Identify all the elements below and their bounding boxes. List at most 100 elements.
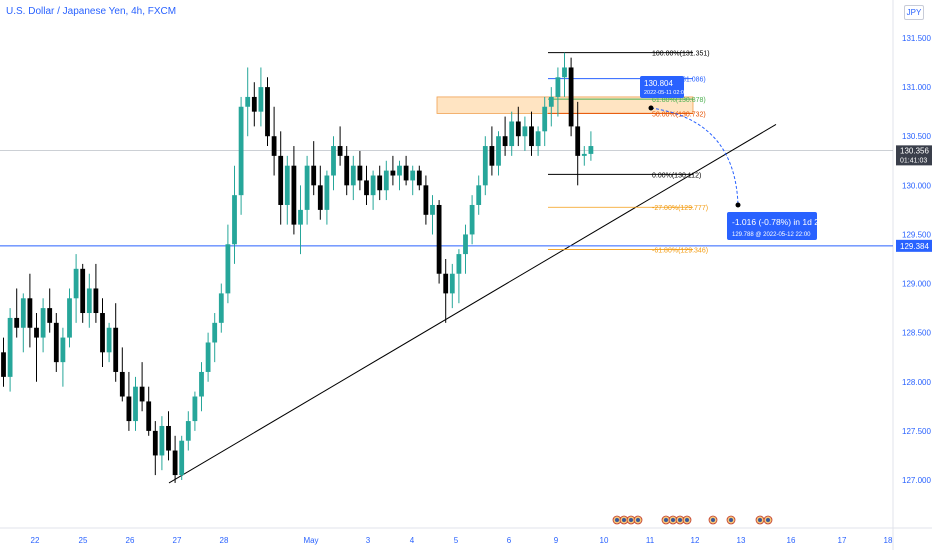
candle-body — [232, 195, 237, 245]
candle-body — [245, 96, 251, 107]
candle-body — [298, 209, 303, 225]
candle-body — [377, 175, 383, 191]
candle-body — [562, 67, 567, 78]
candle-body — [357, 165, 363, 181]
candle-body — [73, 268, 79, 299]
date-tick-label: 22 — [31, 536, 40, 545]
candle-body — [159, 425, 165, 456]
calendar-flag-icon — [755, 515, 765, 525]
calendar-flag-icon — [633, 515, 643, 525]
candle-body — [100, 313, 105, 353]
candle-body — [126, 396, 132, 422]
candle-body — [27, 298, 33, 328]
fib-level-label: -61.80%(129.346) — [652, 248, 708, 255]
chart-symbol-title: U.S. Dollar / Japanese Yen, 4h, FXCM — [6, 6, 177, 17]
candle-body — [113, 327, 119, 372]
currency-button[interactable]: JPY — [904, 5, 924, 20]
horizontal-line-badge — [896, 239, 932, 252]
date-tick-label: 18 — [884, 536, 893, 545]
candle-body — [430, 204, 435, 215]
candle-body — [304, 165, 310, 210]
date-tick-label: 9 — [554, 536, 559, 545]
candle-body — [34, 327, 39, 338]
projection-change: -1.016 (-0.78%) in 1d 20h — [732, 217, 829, 227]
price-tick-label: 128.000 — [902, 378, 931, 387]
price-tick-label: 128.500 — [902, 329, 931, 338]
date-tick-label: May — [303, 536, 318, 545]
event-icon-center — [629, 518, 633, 522]
candle-body — [152, 430, 158, 456]
candle-body — [324, 175, 330, 210]
event-icon-center — [664, 518, 668, 522]
candle-body — [383, 170, 389, 191]
event-icons — [612, 515, 773, 525]
candle-body — [463, 234, 468, 255]
event-icon-center — [685, 518, 689, 522]
candle-body — [542, 106, 548, 132]
candle-body — [80, 268, 86, 314]
candle-body — [364, 180, 369, 196]
candle-body — [251, 96, 257, 112]
candle-body — [403, 165, 409, 181]
candle-body — [166, 425, 171, 451]
candle-body — [397, 165, 402, 176]
price-tick-label: 131.000 — [902, 83, 931, 92]
candle-body — [449, 273, 455, 294]
candle-body — [93, 288, 99, 314]
price-tick-label: 129.500 — [902, 230, 931, 239]
fib-level-label: 50.00%(130.732) — [652, 111, 706, 118]
date-tick-label: 11 — [646, 536, 655, 545]
price-tick-label: 129.000 — [902, 280, 931, 289]
candle-body — [476, 185, 482, 205]
candle-body — [489, 146, 495, 166]
projection-target: 129.788 @ 2022-05-12 22:00 — [732, 232, 811, 238]
candle-body — [515, 121, 521, 137]
candle-body — [212, 322, 218, 343]
candle-body — [469, 204, 475, 235]
date-tick-label: 25 — [79, 536, 88, 545]
event-icon-center — [671, 518, 675, 522]
candle-body — [205, 342, 211, 372]
candle-body — [225, 244, 231, 294]
date-tick-label: 12 — [691, 536, 700, 545]
candle-body — [265, 87, 270, 137]
candle-body — [53, 322, 59, 363]
projection-result-box — [727, 212, 817, 240]
candle-body — [522, 126, 528, 137]
horizontal-line-price: 129.384 — [900, 242, 929, 251]
date-tick-label: 17 — [838, 536, 847, 545]
price-tick-label: 130.000 — [902, 181, 931, 190]
time-axis: 22 25 26 27 28 May 3 4 5 6 9 10 11 12 13 16 17 18 — [31, 536, 893, 545]
candle-body — [509, 121, 515, 147]
event-icon-center — [729, 518, 733, 522]
candle-body — [337, 146, 343, 156]
candle-body — [423, 185, 429, 215]
calendar-flag-icon — [708, 515, 718, 525]
candle-body — [568, 67, 574, 127]
fib-level-label: -27.00%(129.777) — [652, 205, 708, 212]
candle-body — [40, 308, 46, 338]
calendar-flag-icon — [763, 515, 773, 525]
candle-body — [60, 337, 66, 363]
candle-body — [106, 327, 112, 353]
fib-level-label: 100.00%(131.351) — [652, 51, 710, 58]
price-tick-label: 127.000 — [902, 476, 931, 485]
candle-body — [185, 421, 191, 441]
candles-layer — [1, 52, 594, 483]
current-price-value: 130.356 — [900, 146, 929, 155]
candle-body — [588, 146, 594, 154]
date-tick-label: 26 — [126, 536, 135, 545]
current-price-badge — [896, 145, 932, 166]
candle-body — [47, 308, 53, 323]
projection-start-time: 2022-05-11 02:00 — [644, 90, 687, 96]
candle-body — [581, 153, 587, 156]
date-tick-label: 6 — [507, 536, 512, 545]
price-tick-label: 127.500 — [902, 427, 931, 436]
candle-body — [456, 254, 462, 274]
candle-body — [7, 317, 13, 377]
event-icon-center — [711, 518, 715, 522]
trendline — [168, 124, 777, 484]
candle-body — [555, 77, 561, 97]
date-tick-label: 28 — [220, 536, 229, 545]
